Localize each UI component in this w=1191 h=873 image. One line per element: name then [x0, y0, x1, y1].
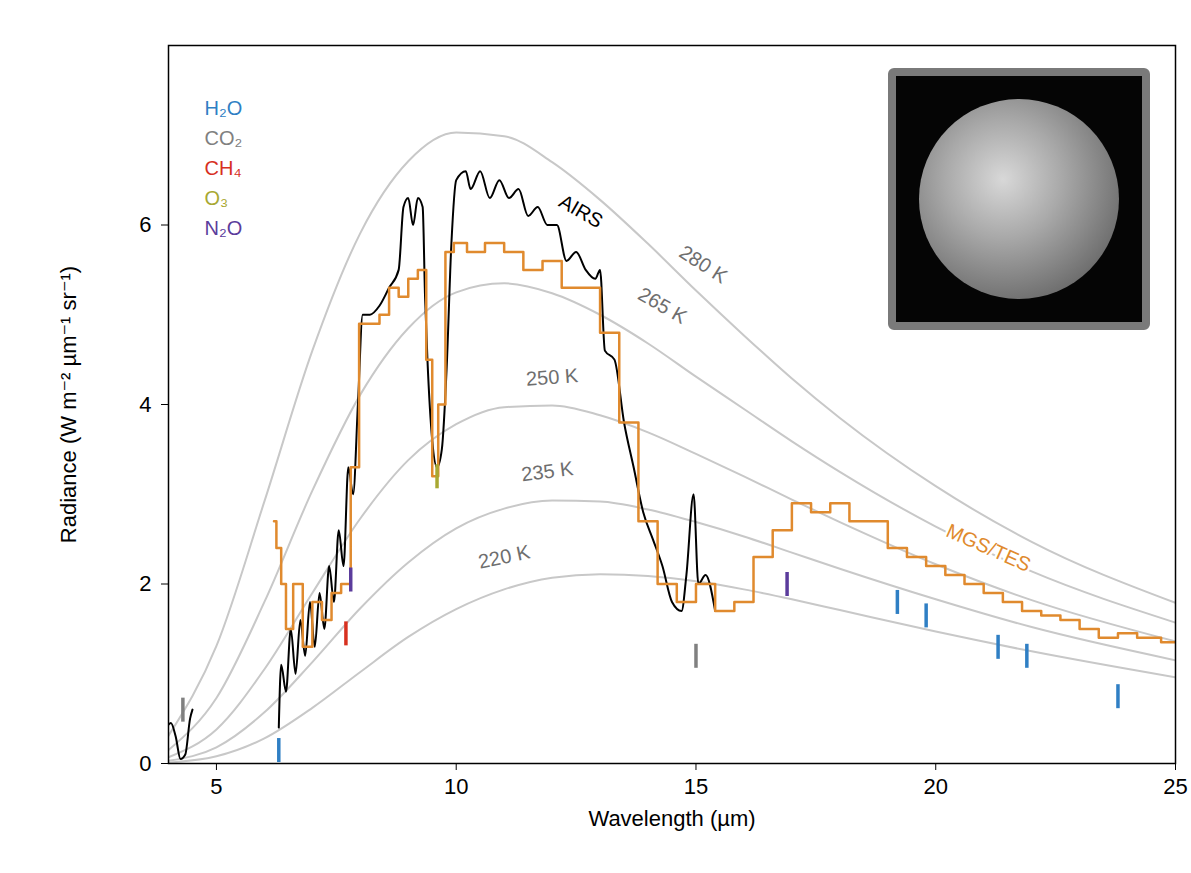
svg-text:15: 15 — [684, 774, 708, 799]
svg-text:250 K: 250 K — [525, 364, 579, 390]
svg-text:H₂O: H₂O — [205, 97, 243, 119]
svg-text:235 K: 235 K — [520, 457, 575, 485]
svg-text:4: 4 — [139, 392, 151, 417]
svg-text:265 K: 265 K — [635, 283, 692, 329]
svg-text:CO₂: CO₂ — [205, 127, 243, 149]
svg-text:0: 0 — [139, 751, 151, 776]
svg-text:20: 20 — [923, 774, 947, 799]
svg-text:MGS/TES: MGS/TES — [943, 519, 1034, 576]
svg-text:220 K: 220 K — [476, 540, 532, 573]
svg-text:N₂O: N₂O — [205, 217, 243, 239]
svg-text:O₃: O₃ — [205, 187, 229, 209]
svg-text:2: 2 — [139, 571, 151, 596]
svg-text:10: 10 — [444, 774, 468, 799]
svg-text:280 K: 280 K — [676, 241, 732, 288]
svg-text:Radiance (W m⁻² µm⁻¹ sr⁻¹): Radiance (W m⁻² µm⁻¹ sr⁻¹) — [56, 266, 81, 543]
svg-text:Wavelength (µm): Wavelength (µm) — [588, 806, 755, 831]
svg-text:6: 6 — [139, 212, 151, 237]
svg-text:CH₄: CH₄ — [205, 157, 242, 179]
svg-text:25: 25 — [1163, 774, 1187, 799]
svg-text:5: 5 — [210, 774, 222, 799]
svg-text:AIRS: AIRS — [555, 190, 606, 232]
